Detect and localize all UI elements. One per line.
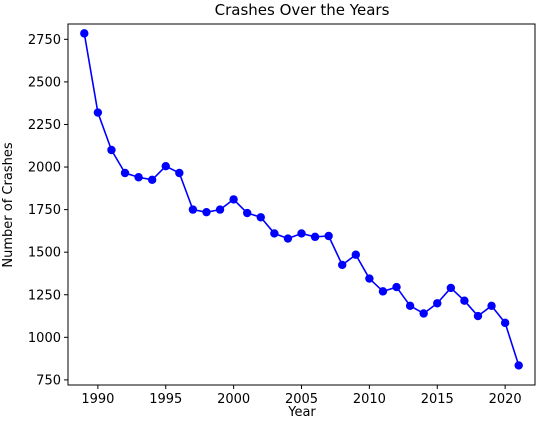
data-point [460, 296, 469, 305]
x-tick-label: 1995 [149, 392, 182, 407]
data-point [229, 195, 238, 204]
data-point [80, 29, 89, 38]
y-tick-label: 2000 [28, 161, 61, 176]
data-point [351, 250, 361, 259]
x-tick-label: 2005 [285, 392, 318, 407]
y-tick-label: 1000 [28, 331, 61, 346]
data-point [202, 207, 211, 217]
data-point [500, 318, 510, 328]
data-point [378, 287, 388, 296]
data-point [134, 173, 143, 182]
data-point [107, 145, 116, 155]
y-tick-label: 750 [36, 373, 61, 388]
series-line [83, 33, 520, 366]
data-point [473, 311, 483, 321]
data-point [175, 168, 184, 178]
data-point [324, 231, 333, 241]
data-point [297, 229, 306, 238]
y-tick-label: 1500 [28, 246, 61, 261]
y-axis-label: Number of Crashes [1, 142, 16, 267]
data-point [392, 282, 401, 292]
y-tick-label: 2500 [28, 75, 61, 90]
y-axis-ticks: 750 1000 1250 1500 1750 2000 2250 2500 2750 [28, 33, 68, 388]
data-point [487, 301, 496, 311]
x-tick-label: 1990 [81, 392, 114, 407]
data-point [310, 232, 320, 242]
x-axis-label: Year [287, 405, 316, 420]
data-point [283, 234, 293, 243]
data-point [93, 108, 103, 117]
data-point [270, 229, 279, 238]
plot-area [80, 29, 523, 370]
y-tick-label: 2750 [28, 33, 61, 48]
data-point [161, 161, 170, 171]
data-point [188, 205, 198, 214]
x-tick-label: 2000 [217, 392, 250, 407]
data-point [419, 309, 428, 318]
data-point [256, 213, 265, 222]
data-point [433, 299, 442, 308]
x-axis-ticks: 1990 1995 2000 2005 2010 2015 2020 [81, 385, 522, 407]
data-point [147, 175, 157, 185]
y-tick-label: 1250 [28, 288, 61, 303]
data-point [242, 208, 252, 218]
x-tick-label: 2010 [353, 392, 386, 407]
data-point [120, 168, 130, 178]
x-tick-label: 2020 [489, 392, 522, 407]
y-tick-label: 1750 [28, 203, 61, 218]
y-tick-label: 2250 [28, 118, 61, 133]
x-tick-label: 2015 [421, 392, 454, 407]
plot-frame [67, 23, 536, 386]
data-point [514, 361, 523, 370]
data-point [365, 274, 374, 283]
data-point [446, 283, 456, 293]
chart-title: Crashes Over the Years [215, 1, 390, 19]
data-point [338, 260, 347, 270]
data-point [405, 301, 415, 311]
data-point [215, 205, 225, 214]
